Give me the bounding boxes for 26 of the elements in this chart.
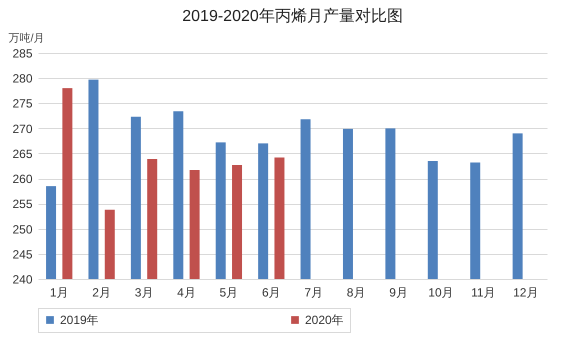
x-tick-label: 1月: [50, 286, 69, 300]
x-tick-label: 10月: [428, 286, 454, 300]
y-axis-title: 万吨/月: [8, 32, 45, 44]
x-tick-label: 4月: [177, 286, 196, 300]
y-tick-label: 240: [12, 272, 33, 286]
legend-label: 2020年: [305, 313, 344, 327]
x-tick-label: 11月: [471, 286, 496, 300]
y-tick-label: 285: [12, 46, 33, 60]
x-tick-label: 7月: [304, 286, 324, 300]
y-tick-label: 265: [12, 146, 33, 161]
legend-label: 2019年: [60, 313, 99, 327]
y-tick-label: 245: [12, 247, 33, 262]
x-tick-label: 2月: [92, 286, 111, 300]
x-tick-label: 3月: [134, 286, 154, 300]
y-tick-label: 270: [12, 122, 33, 136]
x-tick-label: 9月: [389, 286, 408, 300]
y-tick-label: 280: [12, 72, 33, 86]
x-tick-label: 12月: [513, 286, 538, 300]
y-tick-label: 260: [12, 172, 33, 186]
chart-title: 2019-2020年丙烯月产量对比图: [182, 7, 403, 25]
y-tick-label: 255: [12, 197, 33, 212]
x-tick-label: 8月: [346, 286, 366, 300]
y-tick-label: 250: [12, 222, 33, 236]
x-tick-label: 5月: [220, 286, 238, 300]
y-tick-label: 275: [12, 96, 33, 111]
x-tick-label: 6月: [262, 286, 281, 300]
